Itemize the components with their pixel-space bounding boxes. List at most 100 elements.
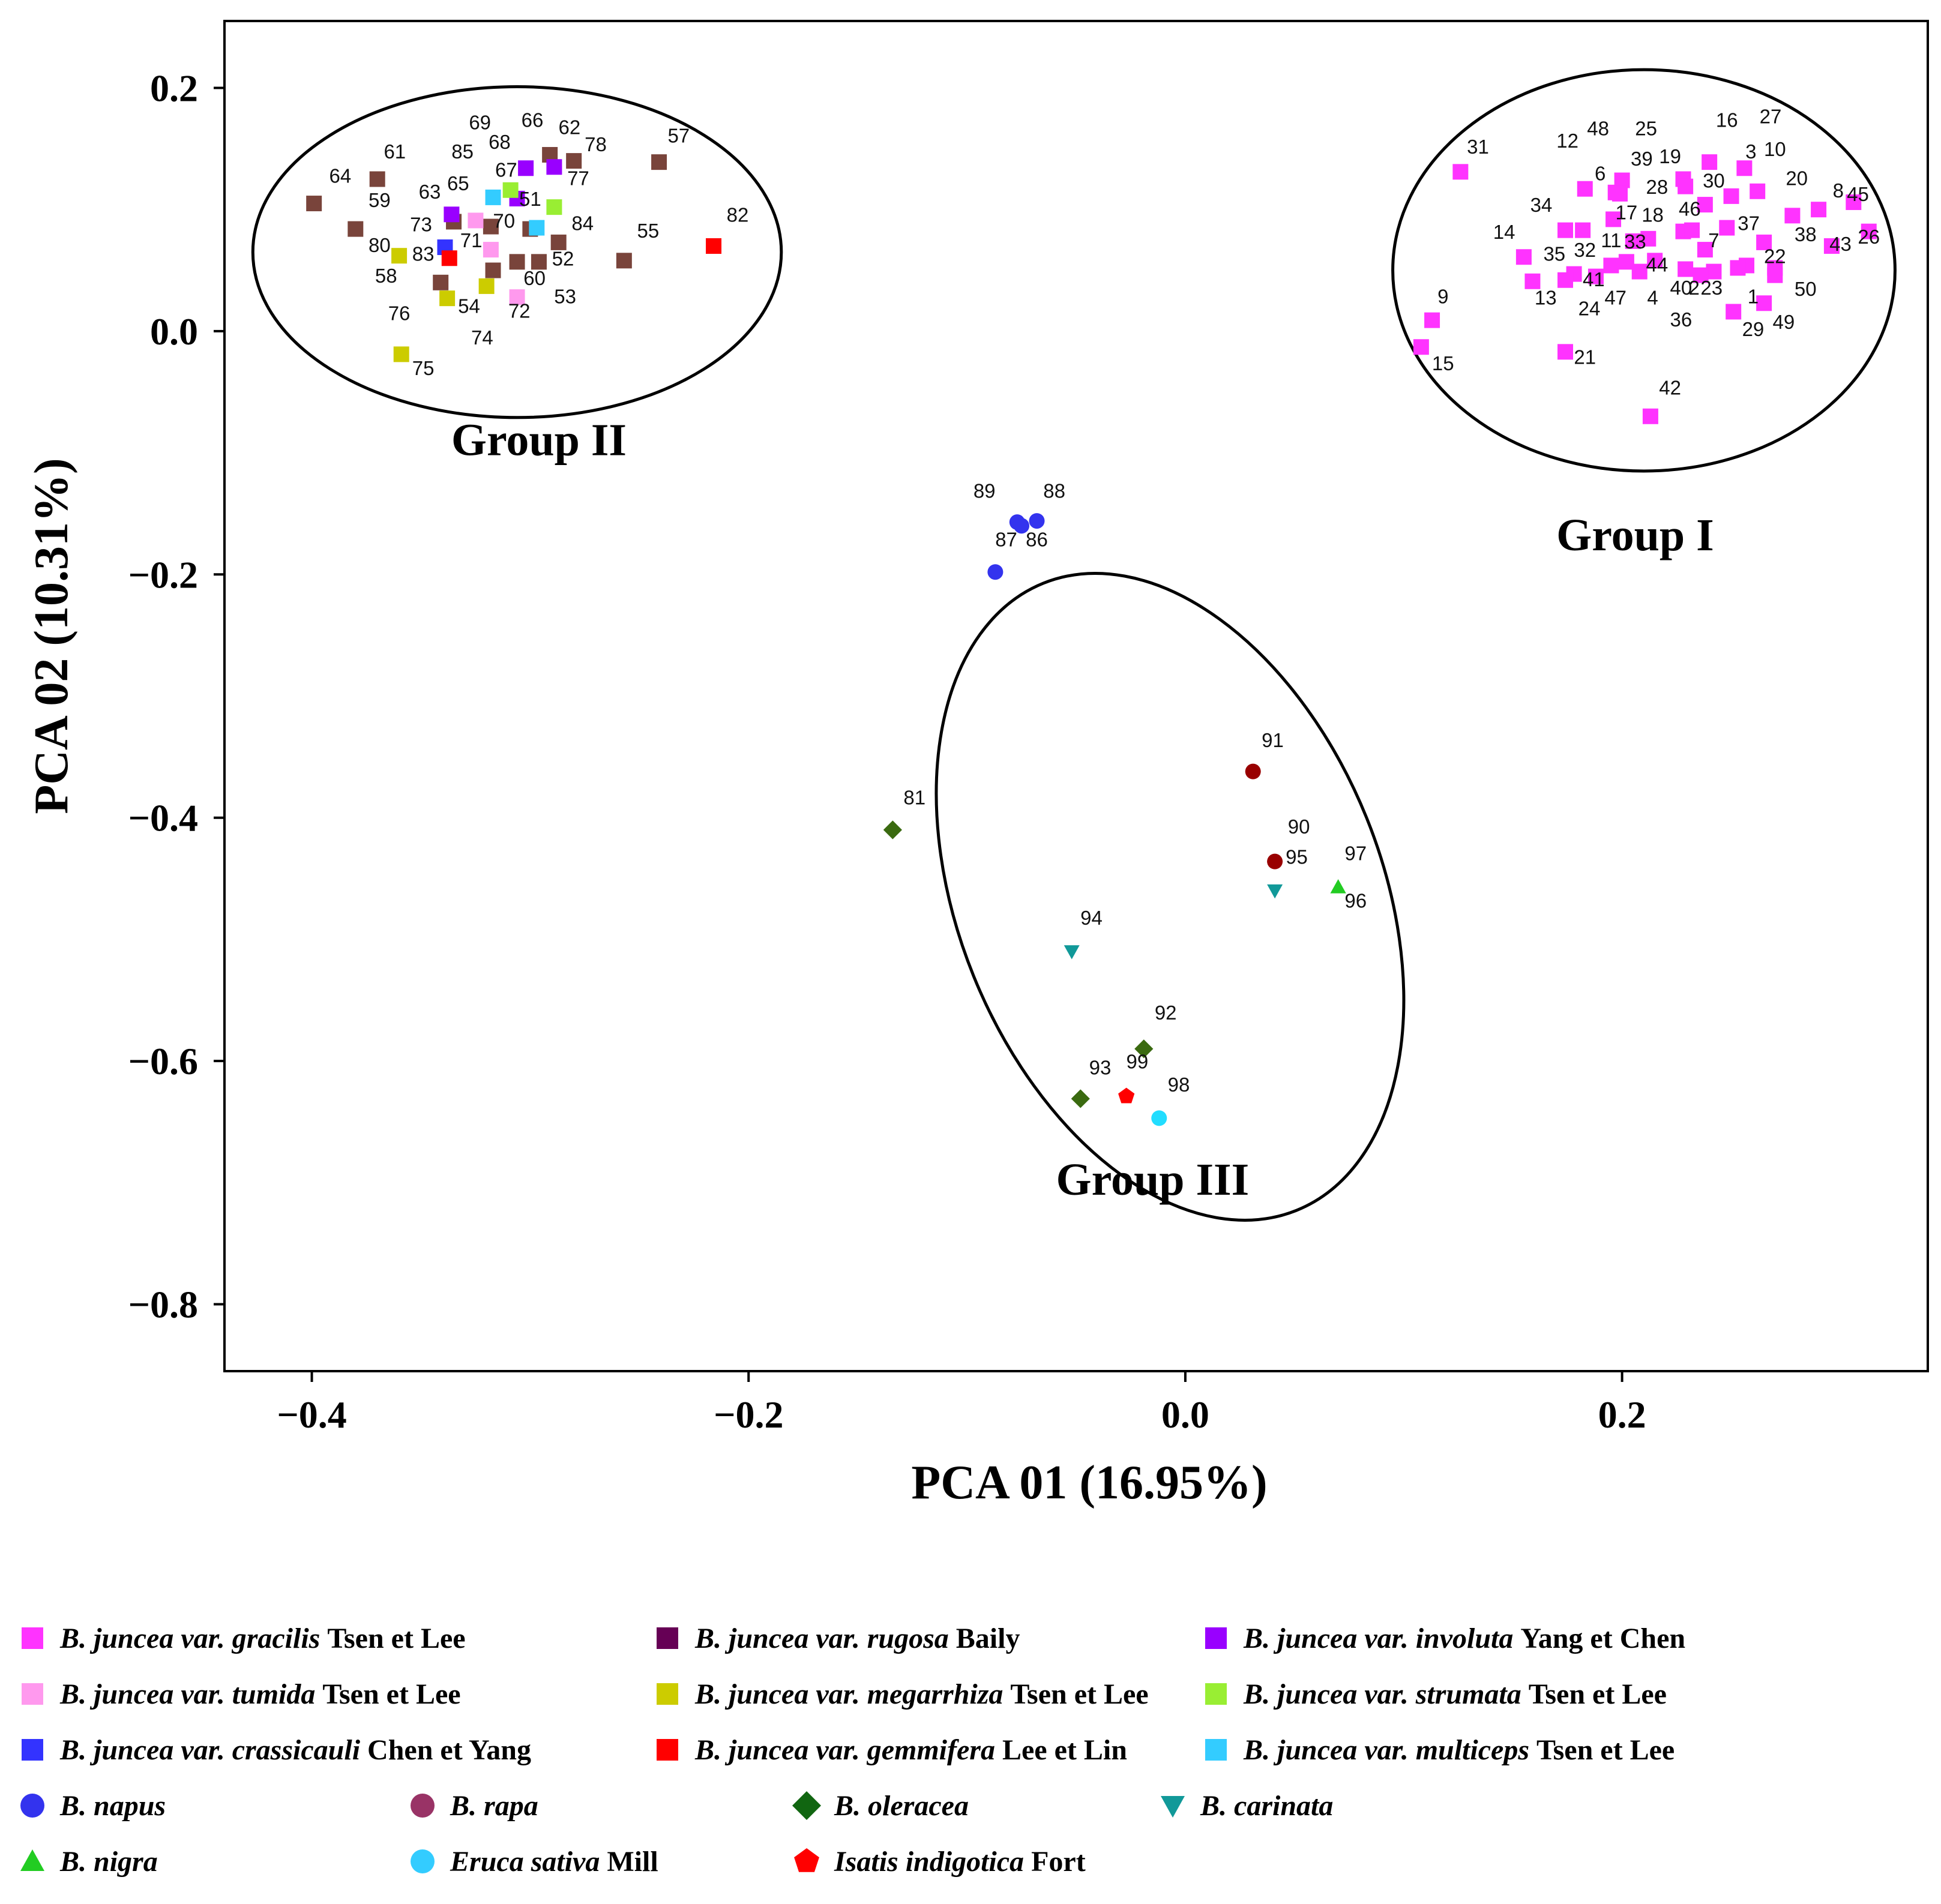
legend-item: B. juncea var. strumata Tsen et Lee <box>1202 1676 1667 1712</box>
legend-item: B. juncea var. gracilis Tsen et Lee <box>18 1620 466 1656</box>
data-point-96 <box>1330 879 1346 893</box>
data-point-92 <box>1134 1039 1154 1059</box>
data-point-70 <box>483 218 499 235</box>
legend-item: B. juncea var. multiceps Tsen et Lee <box>1202 1732 1675 1768</box>
point-label-36: 36 <box>1670 308 1692 331</box>
group-ellipses: Group I Group II Group III <box>251 68 1897 1222</box>
point-label-76: 76 <box>388 302 411 325</box>
data-point-98 <box>1151 1110 1167 1126</box>
group-iii-label: Group III <box>1056 1155 1249 1205</box>
square-marker-icon <box>657 1739 678 1761</box>
data-point-74 <box>485 262 501 278</box>
data-point-38 <box>1756 234 1772 250</box>
point-label-72: 72 <box>508 300 531 322</box>
legend-species: B. juncea var. strumata <box>1244 1678 1521 1710</box>
point-label-71: 71 <box>460 229 483 251</box>
legend-species: B. oleracea <box>834 1789 969 1822</box>
square-marker-icon <box>1205 1739 1227 1761</box>
data-point-17 <box>1605 211 1622 227</box>
point-label-48: 48 <box>1587 118 1609 140</box>
data-point-86 <box>987 564 1004 580</box>
point-label-83: 83 <box>412 242 435 265</box>
point-label-60: 60 <box>523 267 546 289</box>
data-point-94 <box>1064 945 1080 960</box>
point-label-50: 50 <box>1795 278 1817 300</box>
legend-author: Chen et Yang <box>360 1734 531 1766</box>
data-point-19 <box>1736 160 1753 176</box>
data-point-1 <box>1726 304 1742 320</box>
point-label-66: 66 <box>522 109 544 131</box>
legend-species: Isatis indigotica <box>834 1845 1025 1878</box>
point-label-69: 69 <box>469 111 491 133</box>
y-axis-title: PCA 02 (10.31%) <box>25 458 78 814</box>
point-label-41: 41 <box>1583 268 1605 290</box>
legend-marker <box>22 1627 43 1649</box>
legend-species: B. juncea var. multiceps <box>1244 1734 1530 1766</box>
point-label-25: 25 <box>1635 118 1657 140</box>
data-point-87 <box>1014 518 1030 534</box>
legend-marker <box>1205 1739 1227 1761</box>
legend-marker <box>657 1739 678 1761</box>
point-label-53: 53 <box>554 285 576 307</box>
data-point-36 <box>1693 267 1709 283</box>
data-point-54 <box>439 290 456 307</box>
data-point-49 <box>1767 267 1783 283</box>
legend-species: B. juncea var. gracilis <box>60 1622 320 1654</box>
legend-marker <box>20 1794 44 1818</box>
legend: B. juncea var. gracilis Tsen et Lee B. ju… <box>18 1620 1933 1902</box>
data-point-90 <box>1267 853 1283 869</box>
point-label-86: 86 <box>1026 529 1048 551</box>
point-label-15: 15 <box>1432 352 1454 374</box>
data-point-88 <box>1029 513 1045 529</box>
point-label-63: 63 <box>419 181 441 203</box>
legend-item: B. napus <box>18 1788 166 1824</box>
circle-marker-icon <box>411 1794 435 1818</box>
data-point-59 <box>348 221 364 237</box>
square-marker-icon <box>657 1627 678 1649</box>
data-point-37 <box>1719 220 1735 236</box>
data-point-78 <box>566 153 582 169</box>
point-label-9: 9 <box>1437 285 1448 307</box>
point-label-33: 33 <box>1624 230 1646 253</box>
group-ii-ellipse <box>251 85 783 419</box>
data-point-83 <box>441 250 457 266</box>
point-label-24: 24 <box>1578 298 1601 320</box>
legend-item: Eruca sativa Mill <box>408 1843 658 1879</box>
legend-item: B. juncea var. megarrhiza Tsen et Lee <box>653 1676 1149 1712</box>
data-point-66 <box>518 160 534 176</box>
point-label-67: 67 <box>495 158 517 181</box>
data-point-14 <box>1515 249 1532 265</box>
data-point-11 <box>1575 222 1591 238</box>
point-label-26: 26 <box>1858 226 1880 248</box>
point-label-58: 58 <box>375 265 397 287</box>
point-label-2: 2 <box>1689 277 1700 299</box>
point-label-12: 12 <box>1556 130 1578 152</box>
point-label-43: 43 <box>1829 233 1852 255</box>
legend-marker <box>794 1848 819 1872</box>
legend-marker <box>22 1739 43 1761</box>
square-marker-icon <box>22 1739 43 1761</box>
data-point-29 <box>1756 295 1772 311</box>
point-label-84: 84 <box>571 212 594 235</box>
data-point-3 <box>1750 183 1766 199</box>
point-label-75: 75 <box>412 357 435 379</box>
legend-marker <box>411 1849 435 1873</box>
data-point-82 <box>706 238 722 254</box>
point-label-38: 38 <box>1795 223 1817 245</box>
point-label-46: 46 <box>1679 197 1701 220</box>
point-label-8: 8 <box>1833 179 1844 202</box>
legend-species: Eruca sativa <box>450 1845 600 1878</box>
y-tick-label: 0.0 <box>150 310 198 353</box>
point-label-42: 42 <box>1659 376 1681 398</box>
data-point-91 <box>1245 763 1261 779</box>
data-point-80 <box>391 248 408 264</box>
legend-author: Tsen et Lee <box>315 1678 461 1710</box>
legend-item: B. nigra <box>18 1843 158 1879</box>
data-point-46 <box>1684 222 1700 238</box>
point-label-55: 55 <box>637 220 660 242</box>
point-label-74: 74 <box>471 326 493 349</box>
data-point-68 <box>546 159 562 175</box>
y-tick-label: −0.2 <box>128 553 198 596</box>
data-point-58 <box>433 274 449 290</box>
